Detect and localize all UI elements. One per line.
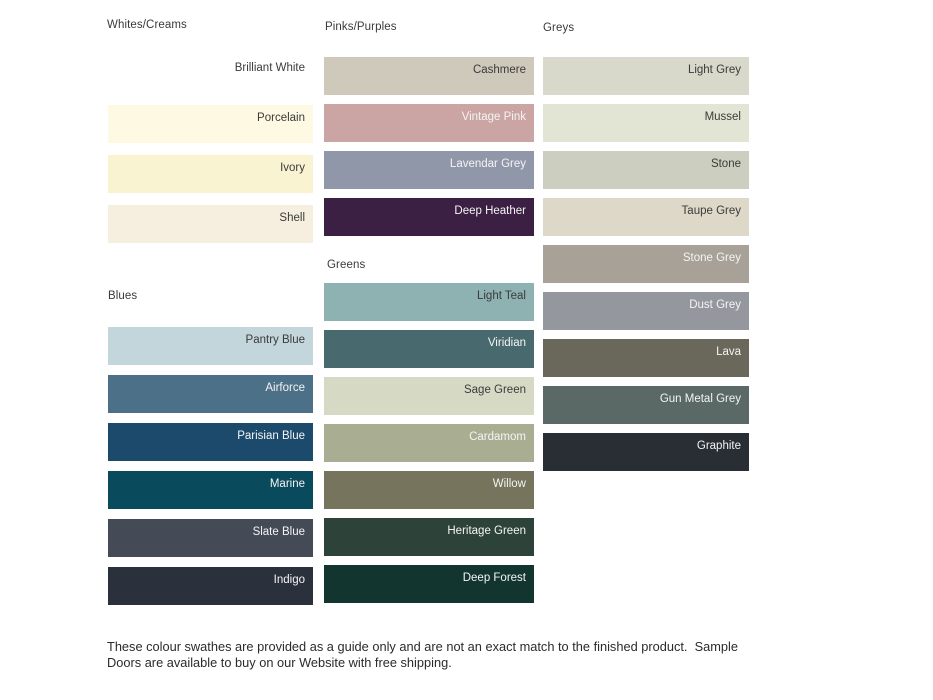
- swatch-label-indigo: Indigo: [273, 574, 305, 586]
- swatch-heritage-green: Heritage Green: [324, 518, 534, 556]
- swatch-porcelain: Porcelain: [108, 105, 313, 143]
- swatch-label-marine: Marine: [269, 478, 305, 490]
- swatch-label-ivory: Ivory: [280, 162, 305, 174]
- swatch-light-grey: Light Grey: [543, 57, 749, 95]
- disclaimer-line-1: These colour swathes are provided as a g…: [107, 639, 738, 654]
- section-heading-blues: Blues: [108, 290, 138, 302]
- swatch-ivory: Ivory: [108, 155, 313, 193]
- swatch-lavendar-grey: Lavendar Grey: [324, 151, 534, 189]
- swatch-label-willow: Willow: [492, 478, 526, 490]
- swatch-marine: Marine: [108, 471, 313, 509]
- swatch-shell: Shell: [108, 205, 313, 243]
- swatch-label-deep-forest: Deep Forest: [462, 572, 526, 584]
- swatch-label-light-teal: Light Teal: [476, 290, 526, 302]
- swatch-label-dust-grey: Dust Grey: [689, 299, 741, 311]
- swatch-label-mussel: Mussel: [704, 111, 741, 123]
- disclaimer-text: These colour swathes are provided as a g…: [107, 639, 807, 670]
- greys-swatches: Light Grey Mussel Stone Taupe Grey Stone…: [543, 57, 749, 480]
- swatch-label-lava: Lava: [716, 346, 741, 358]
- swatch-taupe-grey: Taupe Grey: [543, 198, 749, 236]
- swatch-vintage-pink: Vintage Pink: [324, 104, 534, 142]
- swatch-label-deep-heather: Deep Heather: [454, 205, 526, 217]
- swatch-dust-grey: Dust Grey: [543, 292, 749, 330]
- swatch-label-porcelain: Porcelain: [257, 112, 305, 124]
- swatch-parisian-blue: Parisian Blue: [108, 423, 313, 461]
- swatch-deep-forest: Deep Forest: [324, 565, 534, 603]
- disclaimer-line-2: Doors are available to buy on our Websit…: [107, 654, 452, 670]
- swatch-lava: Lava: [543, 339, 749, 377]
- swatch-sage-green: Sage Green: [324, 377, 534, 415]
- swatch-label-stone: Stone: [710, 158, 741, 170]
- swatch-label-airforce: Airforce: [265, 382, 305, 394]
- swatch-indigo: Indigo: [108, 567, 313, 605]
- swatch-label-cardamom: Cardamom: [469, 431, 526, 443]
- section-heading-greys: Greys: [543, 22, 575, 34]
- swatch-label-parisian-blue: Parisian Blue: [237, 430, 305, 442]
- blues-swatches: Pantry Blue Airforce Parisian Blue Marin…: [108, 327, 313, 615]
- swatch-brilliant-white: Brilliant White: [108, 55, 313, 93]
- swatch-label-slate-blue: Slate Blue: [252, 526, 305, 538]
- swatch-deep-heather: Deep Heather: [324, 198, 534, 236]
- swatch-label-sage-green: Sage Green: [463, 384, 526, 396]
- swatch-mussel: Mussel: [543, 104, 749, 142]
- swatch-label-lavendar-grey: Lavendar Grey: [449, 158, 526, 170]
- whites-creams-swatches: Brilliant White Porcelain Ivory Shell: [108, 55, 313, 255]
- swatch-label-vintage-pink: Vintage Pink: [461, 111, 526, 123]
- swatch-light-teal: Light Teal: [324, 283, 534, 321]
- pinks-purples-swatches: Cashmere Vintage Pink Lavendar Grey Deep…: [324, 57, 534, 245]
- swatch-label-brilliant-white: Brilliant White: [234, 62, 305, 74]
- swatch-stone: Stone: [543, 151, 749, 189]
- section-heading-greens: Greens: [327, 259, 366, 271]
- swatch-label-gun-metal-grey: Gun Metal Grey: [659, 393, 741, 405]
- swatch-stone-grey: Stone Grey: [543, 245, 749, 283]
- swatch-slate-blue: Slate Blue: [108, 519, 313, 557]
- swatch-label-light-grey: Light Grey: [687, 64, 741, 76]
- swatch-cardamom: Cardamom: [324, 424, 534, 462]
- section-heading-whites-creams: Whites/Creams: [107, 19, 187, 31]
- swatch-label-stone-grey: Stone Grey: [682, 252, 741, 264]
- swatch-cashmere: Cashmere: [324, 57, 534, 95]
- greens-swatches: Light Teal Viridian Sage Green Cardamom …: [324, 283, 534, 612]
- section-heading-pinks-purples: Pinks/Purples: [325, 21, 397, 33]
- swatch-willow: Willow: [324, 471, 534, 509]
- swatch-label-graphite: Graphite: [696, 440, 741, 452]
- swatch-viridian: Viridian: [324, 330, 534, 368]
- swatch-pantry-blue: Pantry Blue: [108, 327, 313, 365]
- swatch-label-pantry-blue: Pantry Blue: [245, 334, 305, 346]
- swatch-graphite: Graphite: [543, 433, 749, 471]
- swatch-label-heritage-green: Heritage Green: [447, 525, 526, 537]
- swatch-label-shell: Shell: [279, 212, 305, 224]
- swatch-airforce: Airforce: [108, 375, 313, 413]
- swatch-label-cashmere: Cashmere: [472, 64, 526, 76]
- swatch-gun-metal-grey: Gun Metal Grey: [543, 386, 749, 424]
- swatch-label-viridian: Viridian: [487, 337, 526, 349]
- swatch-label-taupe-grey: Taupe Grey: [681, 205, 741, 217]
